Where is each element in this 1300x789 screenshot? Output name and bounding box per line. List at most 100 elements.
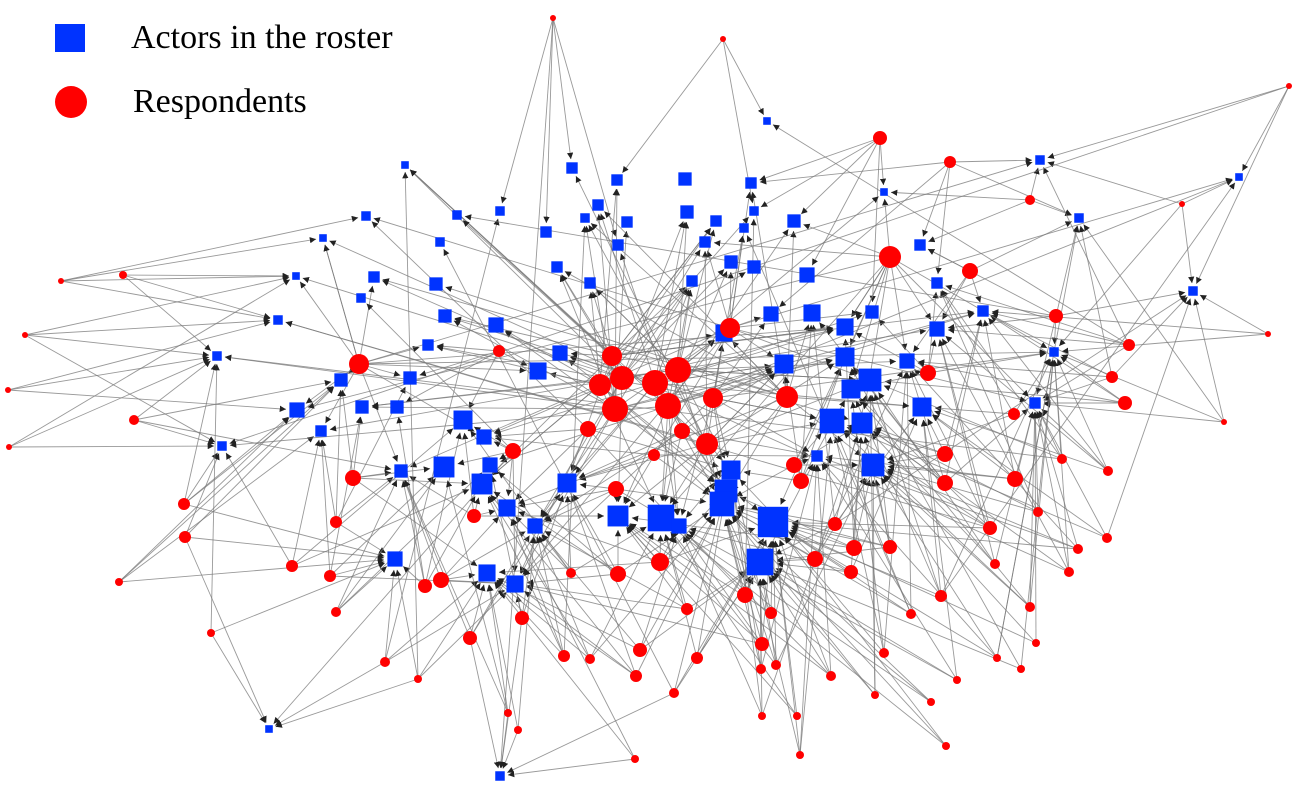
edge bbox=[639, 517, 715, 651]
edge bbox=[722, 38, 765, 116]
edge bbox=[329, 240, 1070, 573]
roster-actor-node bbox=[476, 429, 492, 445]
roster-actor-node bbox=[551, 261, 563, 273]
edge bbox=[305, 363, 360, 404]
edge bbox=[772, 572, 932, 703]
edge bbox=[760, 578, 777, 666]
roster-actor-node bbox=[678, 172, 692, 186]
edge bbox=[210, 562, 385, 634]
respondent-node bbox=[993, 654, 1001, 662]
edge bbox=[358, 363, 398, 462]
edge bbox=[510, 519, 565, 657]
respondent-node bbox=[879, 246, 901, 268]
respondent-node bbox=[1221, 419, 1227, 425]
roster-actor-node bbox=[1235, 173, 1243, 181]
edge bbox=[653, 454, 710, 496]
edge bbox=[133, 360, 211, 421]
roster-actor-node bbox=[749, 206, 759, 216]
edge bbox=[851, 256, 891, 318]
roster-actor-node bbox=[498, 499, 516, 517]
edge bbox=[743, 469, 802, 482]
edge bbox=[443, 248, 675, 694]
respondent-node bbox=[826, 671, 836, 681]
edge bbox=[291, 439, 321, 567]
roster-actor-node bbox=[580, 213, 590, 223]
respondent-node bbox=[1265, 331, 1271, 337]
edge bbox=[873, 430, 1070, 573]
respondent-node bbox=[1007, 471, 1023, 487]
respondent-node bbox=[944, 156, 956, 168]
roster-actor-node bbox=[361, 211, 371, 221]
respondent-node bbox=[179, 531, 191, 543]
respondent-node bbox=[504, 709, 512, 717]
roster-actor-node bbox=[912, 397, 932, 417]
edge bbox=[507, 692, 675, 773]
roster-actor-node bbox=[529, 362, 547, 380]
edge bbox=[440, 531, 526, 581]
roster-actor-node bbox=[592, 199, 604, 211]
respondent-node bbox=[990, 559, 1000, 569]
legend-swatch-respondents bbox=[55, 86, 87, 118]
edge bbox=[889, 256, 1029, 397]
respondent-node bbox=[514, 726, 522, 734]
edge bbox=[635, 518, 716, 677]
respondent-node bbox=[463, 631, 477, 645]
edge bbox=[1078, 225, 1113, 378]
roster-actor-node bbox=[478, 564, 496, 582]
edge bbox=[1056, 359, 1109, 472]
edge bbox=[502, 729, 519, 769]
edge bbox=[673, 528, 947, 747]
edge bbox=[739, 496, 855, 549]
edge bbox=[811, 137, 881, 266]
edge bbox=[436, 343, 500, 352]
edge bbox=[183, 503, 385, 558]
roster-actor-node bbox=[811, 450, 823, 462]
edge bbox=[299, 281, 360, 365]
edge bbox=[654, 196, 879, 384]
respondent-node bbox=[1017, 665, 1025, 673]
respondent-node bbox=[602, 396, 628, 422]
edge bbox=[1083, 224, 1225, 423]
edge bbox=[772, 124, 1130, 346]
edge bbox=[624, 327, 731, 505]
roster-actor-node bbox=[686, 275, 698, 287]
roster-actor-node bbox=[433, 456, 455, 478]
edge bbox=[352, 416, 364, 479]
edge bbox=[60, 237, 317, 282]
respondent-node bbox=[906, 609, 916, 619]
edge bbox=[494, 582, 636, 760]
edge bbox=[543, 430, 683, 521]
respondent-node bbox=[681, 603, 693, 615]
node-layer bbox=[5, 15, 1292, 781]
edge bbox=[373, 217, 731, 329]
edge bbox=[670, 531, 798, 717]
edge bbox=[8, 279, 291, 448]
respondent-node bbox=[651, 553, 669, 571]
edge bbox=[712, 397, 730, 458]
roster-actor-node bbox=[861, 453, 885, 477]
edge bbox=[118, 436, 315, 583]
respondent-node bbox=[983, 521, 997, 535]
edge bbox=[614, 358, 833, 410]
edge bbox=[275, 678, 419, 728]
edge bbox=[686, 533, 746, 596]
roster-actor-node bbox=[584, 277, 596, 289]
edge bbox=[922, 161, 951, 237]
legend-label-respondents: Respondents bbox=[133, 83, 307, 120]
respondent-node bbox=[844, 565, 858, 579]
edge bbox=[487, 496, 565, 657]
edge bbox=[323, 244, 360, 365]
respondent-node bbox=[558, 650, 570, 662]
edge bbox=[663, 430, 683, 502]
edge bbox=[403, 480, 442, 581]
edge bbox=[944, 408, 1029, 484]
edge bbox=[445, 285, 788, 398]
edge bbox=[621, 249, 701, 379]
edge bbox=[512, 518, 636, 760]
roster-actor-node bbox=[763, 117, 771, 125]
edge bbox=[579, 454, 655, 481]
respondent-node bbox=[1118, 396, 1132, 410]
respondent-node bbox=[585, 654, 595, 664]
roster-actor-node bbox=[1029, 397, 1041, 409]
